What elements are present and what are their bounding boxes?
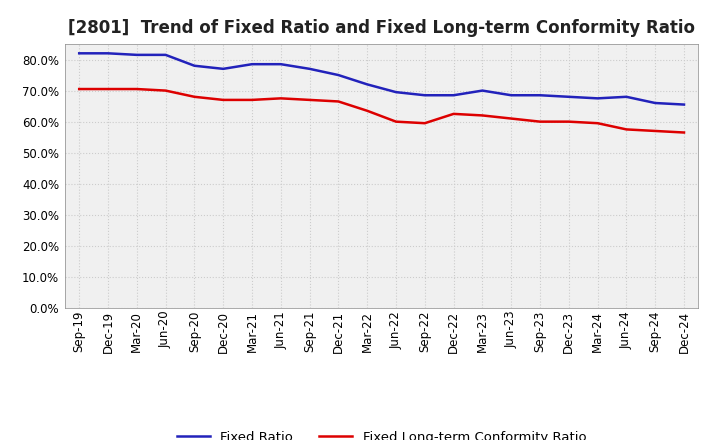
Fixed Ratio	[219, 66, 228, 71]
Fixed Ratio	[449, 92, 458, 98]
Fixed Long-term Conformity Ratio	[622, 127, 631, 132]
Fixed Long-term Conformity Ratio	[104, 86, 112, 92]
Fixed Long-term Conformity Ratio	[248, 97, 256, 103]
Fixed Ratio	[190, 63, 199, 68]
Fixed Long-term Conformity Ratio	[507, 116, 516, 121]
Fixed Long-term Conformity Ratio	[680, 130, 688, 135]
Fixed Long-term Conformity Ratio	[392, 119, 400, 124]
Fixed Ratio	[276, 62, 285, 67]
Fixed Ratio	[420, 92, 429, 98]
Fixed Ratio	[593, 96, 602, 101]
Title: [2801]  Trend of Fixed Ratio and Fixed Long-term Conformity Ratio: [2801] Trend of Fixed Ratio and Fixed Lo…	[68, 19, 695, 37]
Fixed Long-term Conformity Ratio	[536, 119, 544, 124]
Line: Fixed Long-term Conformity Ratio: Fixed Long-term Conformity Ratio	[79, 89, 684, 132]
Legend: Fixed Ratio, Fixed Long-term Conformity Ratio: Fixed Ratio, Fixed Long-term Conformity …	[171, 425, 592, 440]
Fixed Long-term Conformity Ratio	[305, 97, 314, 103]
Fixed Ratio	[651, 100, 660, 106]
Fixed Ratio	[248, 62, 256, 67]
Fixed Long-term Conformity Ratio	[478, 113, 487, 118]
Fixed Long-term Conformity Ratio	[420, 121, 429, 126]
Fixed Long-term Conformity Ratio	[190, 94, 199, 99]
Fixed Ratio	[334, 73, 343, 78]
Fixed Long-term Conformity Ratio	[75, 86, 84, 92]
Fixed Ratio	[507, 92, 516, 98]
Fixed Ratio	[132, 52, 141, 58]
Fixed Ratio	[161, 52, 170, 58]
Fixed Long-term Conformity Ratio	[363, 108, 372, 114]
Fixed Long-term Conformity Ratio	[334, 99, 343, 104]
Fixed Long-term Conformity Ratio	[276, 96, 285, 101]
Fixed Long-term Conformity Ratio	[651, 128, 660, 134]
Fixed Ratio	[75, 51, 84, 56]
Fixed Long-term Conformity Ratio	[564, 119, 573, 124]
Fixed Ratio	[392, 89, 400, 95]
Line: Fixed Ratio: Fixed Ratio	[79, 53, 684, 105]
Fixed Ratio	[564, 94, 573, 99]
Fixed Long-term Conformity Ratio	[132, 86, 141, 92]
Fixed Ratio	[104, 51, 112, 56]
Fixed Long-term Conformity Ratio	[219, 97, 228, 103]
Fixed Ratio	[478, 88, 487, 93]
Fixed Ratio	[305, 66, 314, 71]
Fixed Long-term Conformity Ratio	[449, 111, 458, 117]
Fixed Long-term Conformity Ratio	[161, 88, 170, 93]
Fixed Ratio	[680, 102, 688, 107]
Fixed Long-term Conformity Ratio	[593, 121, 602, 126]
Fixed Ratio	[622, 94, 631, 99]
Fixed Ratio	[363, 82, 372, 87]
Fixed Ratio	[536, 92, 544, 98]
